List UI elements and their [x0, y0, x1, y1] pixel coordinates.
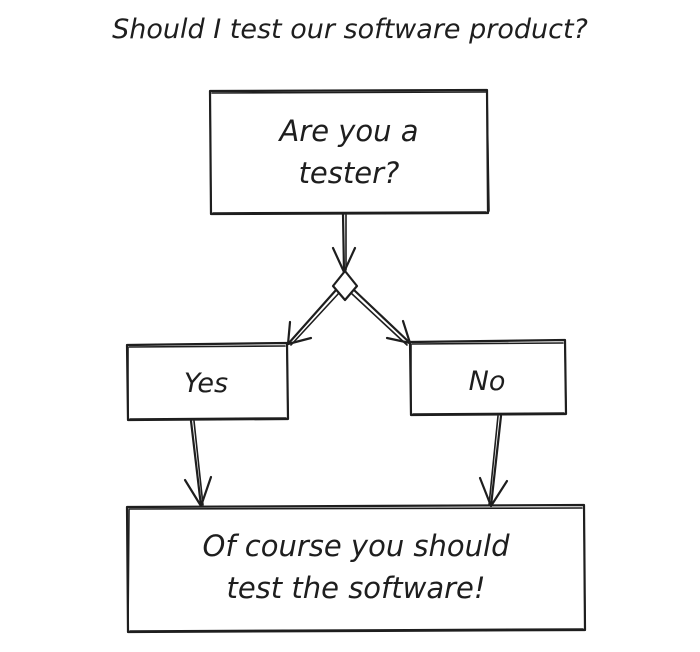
- yes-label: Yes: [184, 368, 228, 399]
- arrow-no-to-result: [478, 414, 509, 508]
- arrow-question-to-decision: [331, 212, 357, 274]
- diagram-title: Should I test our software product?: [112, 14, 588, 45]
- decision-diamond: [331, 269, 359, 302]
- result-box: Of course you should test the software!: [125, 503, 587, 634]
- arrow-decision-to-no: [350, 288, 412, 346]
- question-line-2: tester?: [299, 156, 400, 190]
- yes-box: Yes: [125, 341, 290, 422]
- no-label: No: [469, 366, 506, 397]
- arrow-yes-to-result: [183, 419, 213, 508]
- question-line-1: Are you a: [277, 114, 418, 148]
- question-box: Are you a tester?: [208, 88, 490, 216]
- arrow-decision-to-yes: [286, 288, 340, 346]
- no-box: No: [408, 338, 568, 417]
- result-line-2: test the software!: [226, 571, 485, 605]
- result-line-1: Of course you should: [203, 529, 511, 563]
